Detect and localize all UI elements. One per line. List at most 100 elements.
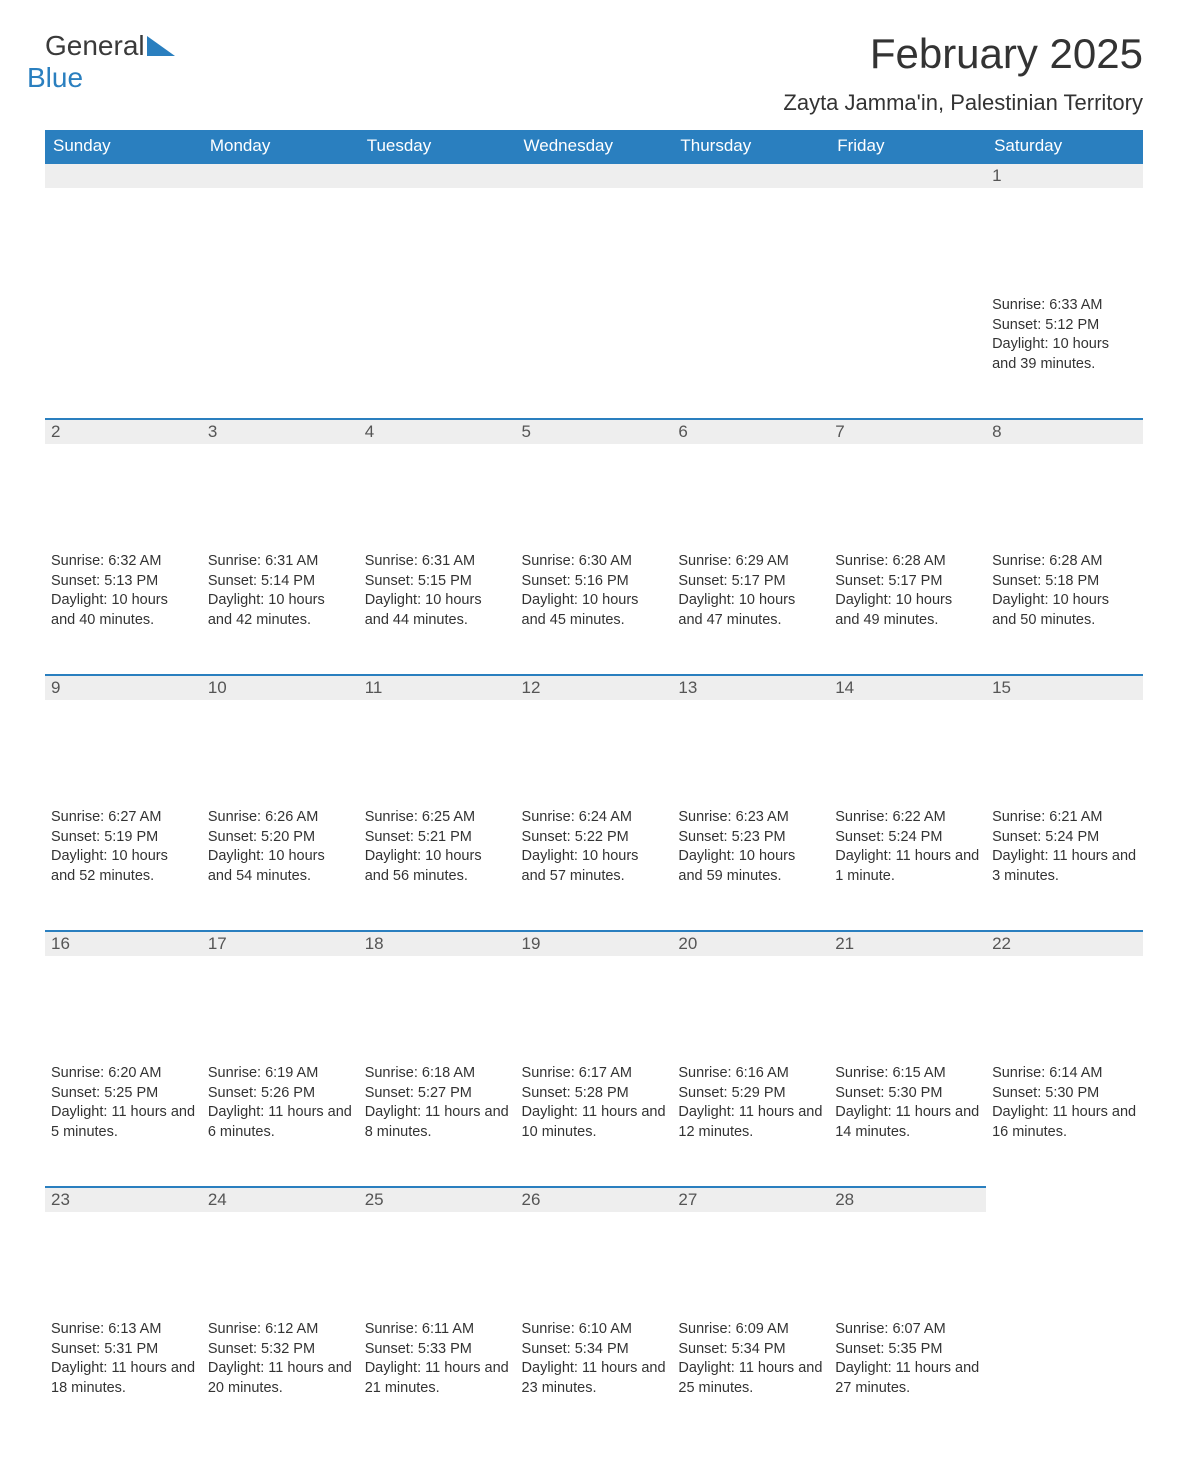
day-number: 21 (829, 930, 986, 956)
daynum-row: 2345678 (45, 418, 1143, 546)
day-content: Sunrise: 6:31 AMSunset: 5:15 PMDaylight:… (359, 546, 516, 640)
month-title: February 2025 (783, 30, 1143, 78)
sunrise-line: Sunrise: 6:15 AM (835, 1064, 980, 1084)
day-number: 27 (672, 1186, 829, 1212)
daylight-line: Daylight: 10 hours and 45 minutes. (522, 591, 667, 630)
day-number: 6 (672, 418, 829, 444)
sunrise-line: Sunrise: 6:21 AM (992, 808, 1137, 828)
sunrise-line: Sunrise: 6:28 AM (835, 552, 980, 572)
day-content: Sunrise: 6:30 AMSunset: 5:16 PMDaylight:… (516, 546, 673, 640)
sunset-line: Sunset: 5:22 PM (522, 828, 667, 848)
weekday-header: Tuesday (359, 130, 516, 162)
daynum-row: 1 (45, 162, 1143, 290)
sunrise-line: Sunrise: 6:14 AM (992, 1064, 1137, 1084)
day-number: 7 (829, 418, 986, 444)
daynum-row: 16171819202122 (45, 930, 1143, 1058)
sunset-line: Sunset: 5:26 PM (208, 1084, 353, 1104)
daynum-row: 9101112131415 (45, 674, 1143, 802)
sunset-line: Sunset: 5:34 PM (678, 1340, 823, 1360)
day-content-row: Sunrise: 6:33 AMSunset: 5:12 PMDaylight:… (45, 290, 1143, 418)
daylight-line: Daylight: 10 hours and 39 minutes. (992, 335, 1137, 374)
sunset-line: Sunset: 5:14 PM (208, 572, 353, 592)
day-number: 23 (45, 1186, 202, 1212)
day-number (672, 162, 829, 188)
day-number: 28 (829, 1186, 986, 1212)
sunset-line: Sunset: 5:19 PM (51, 828, 196, 848)
day-content: Sunrise: 6:26 AMSunset: 5:20 PMDaylight:… (202, 802, 359, 896)
sunrise-line: Sunrise: 6:19 AM (208, 1064, 353, 1084)
daylight-line: Daylight: 10 hours and 54 minutes. (208, 847, 353, 886)
daylight-line: Daylight: 11 hours and 27 minutes. (835, 1359, 980, 1398)
daylight-line: Daylight: 10 hours and 44 minutes. (365, 591, 510, 630)
day-content-row: Sunrise: 6:32 AMSunset: 5:13 PMDaylight:… (45, 546, 1143, 674)
day-number: 11 (359, 674, 516, 700)
day-number: 22 (986, 930, 1143, 956)
sunrise-line: Sunrise: 6:27 AM (51, 808, 196, 828)
day-content: Sunrise: 6:07 AMSunset: 5:35 PMDaylight:… (829, 1314, 986, 1408)
sunrise-line: Sunrise: 6:33 AM (992, 296, 1137, 316)
day-content: Sunrise: 6:23 AMSunset: 5:23 PMDaylight:… (672, 802, 829, 896)
day-content: Sunrise: 6:22 AMSunset: 5:24 PMDaylight:… (829, 802, 986, 896)
day-content: Sunrise: 6:27 AMSunset: 5:19 PMDaylight:… (45, 802, 202, 896)
sunrise-line: Sunrise: 6:07 AM (835, 1320, 980, 1340)
day-number: 18 (359, 930, 516, 956)
daylight-line: Daylight: 11 hours and 8 minutes. (365, 1103, 510, 1142)
logo-text-blue: Blue (27, 62, 83, 93)
sunrise-line: Sunrise: 6:13 AM (51, 1320, 196, 1340)
day-number: 10 (202, 674, 359, 700)
daylight-line: Daylight: 10 hours and 59 minutes. (678, 847, 823, 886)
calendar-table: Sunday Monday Tuesday Wednesday Thursday… (45, 130, 1143, 1442)
sunset-line: Sunset: 5:13 PM (51, 572, 196, 592)
day-content: Sunrise: 6:13 AMSunset: 5:31 PMDaylight:… (45, 1314, 202, 1408)
weekday-header: Wednesday (516, 130, 673, 162)
sunrise-line: Sunrise: 6:22 AM (835, 808, 980, 828)
sunset-line: Sunset: 5:27 PM (365, 1084, 510, 1104)
day-content: Sunrise: 6:14 AMSunset: 5:30 PMDaylight:… (986, 1058, 1143, 1152)
day-number (516, 162, 673, 188)
day-number (45, 162, 202, 188)
day-content: Sunrise: 6:15 AMSunset: 5:30 PMDaylight:… (829, 1058, 986, 1152)
sunset-line: Sunset: 5:30 PM (835, 1084, 980, 1104)
sunset-line: Sunset: 5:34 PM (522, 1340, 667, 1360)
weekday-header-row: Sunday Monday Tuesday Wednesday Thursday… (45, 130, 1143, 162)
sunrise-line: Sunrise: 6:26 AM (208, 808, 353, 828)
day-content: Sunrise: 6:10 AMSunset: 5:34 PMDaylight:… (516, 1314, 673, 1408)
sunset-line: Sunset: 5:20 PM (208, 828, 353, 848)
location: Zayta Jamma'in, Palestinian Territory (783, 90, 1143, 116)
daynum-row: 232425262728 (45, 1186, 1143, 1314)
day-number: 3 (202, 418, 359, 444)
day-content: Sunrise: 6:31 AMSunset: 5:14 PMDaylight:… (202, 546, 359, 640)
day-number: 19 (516, 930, 673, 956)
day-content-row: Sunrise: 6:27 AMSunset: 5:19 PM Daylight:… (45, 802, 1143, 930)
day-number: 5 (516, 418, 673, 444)
daylight-line: Daylight: 11 hours and 6 minutes. (208, 1103, 353, 1142)
day-content: Sunrise: 6:21 AMSunset: 5:24 PMDaylight:… (986, 802, 1143, 896)
sunset-line: Sunset: 5:35 PM (835, 1340, 980, 1360)
sunrise-line: Sunrise: 6:10 AM (522, 1320, 667, 1340)
daylight-line: Daylight: 11 hours and 10 minutes. (522, 1103, 667, 1142)
day-number: 20 (672, 930, 829, 956)
sunrise-line: Sunrise: 6:17 AM (522, 1064, 667, 1084)
daylight-line: Daylight: 11 hours and 18 minutes. (51, 1359, 196, 1398)
day-content: Sunrise: 6:24 AMSunset: 5:22 PMDaylight:… (516, 802, 673, 896)
sunset-line: Sunset: 5:33 PM (365, 1340, 510, 1360)
day-content: Sunrise: 6:09 AMSunset: 5:34 PMDaylight:… (672, 1314, 829, 1408)
day-content-row: Sunrise: 6:13 AMSunset: 5:31 PMDaylight:… (45, 1314, 1143, 1442)
daylight-line: Daylight: 10 hours and 40 minutes. (51, 591, 196, 630)
title-block: February 2025 Zayta Jamma'in, Palestinia… (783, 30, 1143, 126)
daylight-line: Daylight: 10 hours and 56 minutes. (365, 847, 510, 886)
sunrise-line: Sunrise: 6:09 AM (678, 1320, 823, 1340)
weekday-header: Sunday (45, 130, 202, 162)
day-number: 12 (516, 674, 673, 700)
day-number: 13 (672, 674, 829, 700)
day-number: 17 (202, 930, 359, 956)
sunrise-line: Sunrise: 6:29 AM (678, 552, 823, 572)
day-content: Sunrise: 6:33 AMSunset: 5:12 PMDaylight:… (986, 290, 1143, 384)
day-content: Sunrise: 6:25 AMSunset: 5:21 PMDaylight:… (359, 802, 516, 896)
weekday-header: Friday (829, 130, 986, 162)
day-number (359, 162, 516, 188)
sunset-line: Sunset: 5:29 PM (678, 1084, 823, 1104)
sunrise-line: Sunrise: 6:11 AM (365, 1320, 510, 1340)
daylight-line: Daylight: 11 hours and 25 minutes. (678, 1359, 823, 1398)
sunset-line: Sunset: 5:17 PM (835, 572, 980, 592)
